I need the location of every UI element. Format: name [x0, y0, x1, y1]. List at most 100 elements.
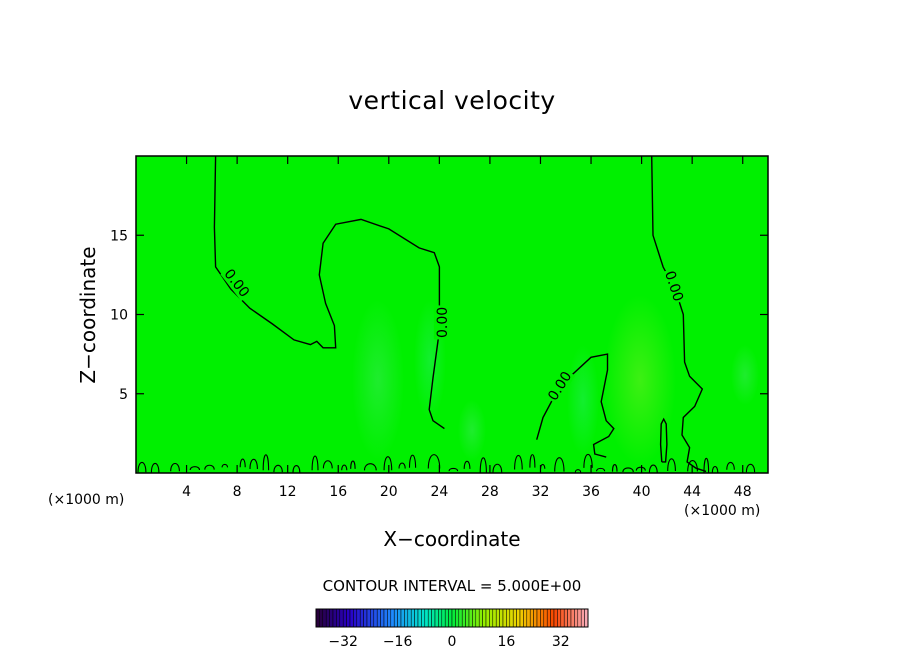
colorbar-swatch	[397, 608, 402, 628]
colorbar-swatch	[495, 608, 500, 628]
turbulence-contour-7	[249, 458, 258, 470]
y-tick-label: 10	[110, 308, 128, 324]
colorbar-swatch	[346, 608, 351, 628]
small-closed-contour-41	[659, 417, 668, 463]
turbulence-contour-29	[583, 453, 593, 468]
x-tick-label: 36	[582, 484, 600, 500]
colorbar-swatch	[329, 608, 334, 628]
x-tick-label: 32	[532, 484, 550, 500]
colorbar-swatch	[478, 608, 483, 628]
turbulence-contour-35	[667, 458, 676, 472]
near-surface-contours	[137, 453, 756, 473]
colorbar-tick-label: −32	[328, 634, 358, 650]
colorbar-swatch	[315, 608, 320, 628]
colorbar-swatch	[546, 608, 551, 628]
x-tick-label: 24	[430, 484, 448, 500]
colorbar-swatch	[383, 608, 388, 628]
colorbar-swatch	[485, 608, 490, 628]
colorbar-swatch	[499, 608, 504, 628]
colorbar-swatch	[332, 608, 337, 628]
turbulence-contour-32	[622, 467, 634, 473]
colorbar-swatch	[475, 608, 480, 628]
turbulence-contour-28	[574, 469, 582, 473]
colorbar-swatch	[523, 608, 528, 628]
field-background	[136, 156, 768, 473]
colorbar-swatch	[407, 608, 412, 628]
turbulence-contour-13	[341, 464, 348, 471]
colorbar-swatch	[529, 608, 534, 628]
turbulence-contour-8	[262, 454, 270, 471]
colorbar-swatch	[356, 608, 361, 628]
turbulence-contour-0	[137, 461, 147, 473]
turbulence-contour-17	[398, 462, 406, 469]
turbulence-contour-33	[635, 466, 646, 471]
turbulence-contour-31	[611, 463, 618, 472]
colorbar-swatch	[434, 608, 439, 628]
colorbar-swatch	[325, 608, 330, 628]
colorbar-swatch	[336, 608, 341, 628]
colorbar-tick-label: −16	[382, 634, 413, 650]
colorbar-tick-label: 16	[497, 634, 516, 650]
turbulence-contour-21	[463, 460, 471, 469]
colorbar-swatch	[400, 608, 405, 628]
turbulence-contour-19	[427, 454, 441, 469]
colorbar-swatch	[516, 608, 521, 628]
colorbar-swatch	[550, 608, 555, 628]
turbulence-contour-20	[448, 467, 459, 472]
x-tick-label: 40	[633, 484, 651, 500]
colorbar-swatch	[353, 608, 358, 628]
colorbar-swatch	[444, 608, 449, 628]
turbulence-contour-23	[492, 463, 503, 473]
colorbar-swatch	[458, 608, 463, 628]
colorbar-swatch	[526, 608, 531, 628]
colorbar-swatch	[387, 608, 392, 628]
turbulence-contour-30	[596, 467, 606, 472]
turbulence-contour-16	[383, 456, 393, 471]
colorbar-swatch	[414, 608, 419, 628]
colorbar-swatch	[404, 608, 409, 628]
x-tick-label: 8	[233, 484, 242, 500]
y-axis-label: Z−coordinate	[76, 246, 100, 384]
colorbar-tick-label: 0	[447, 634, 457, 650]
colorbar-swatch	[393, 608, 398, 628]
colorbar-swatch	[536, 608, 541, 628]
turbulence-contour-6	[239, 458, 246, 468]
colorbar-swatch	[424, 608, 429, 628]
colorbar-swatch	[468, 608, 473, 628]
x-unit-left: (×1000 m)	[48, 492, 125, 508]
colorbar-swatch	[451, 608, 456, 628]
colorbar-swatch	[342, 608, 347, 628]
x-unit-right: (×1000 m)	[684, 503, 761, 519]
turbulence-contour-22	[479, 457, 487, 473]
colorbar-swatch	[427, 608, 432, 628]
x-tick-label: 44	[683, 484, 701, 500]
turbulence-contour-9	[273, 464, 283, 473]
colorbar-swatch	[509, 608, 514, 628]
turbulence-contour-24	[514, 454, 523, 470]
colorbar-swatch	[472, 608, 477, 628]
colorbar-swatch	[448, 608, 453, 628]
x-tick-label: 28	[481, 484, 499, 500]
turbulence-contour-39	[726, 461, 735, 470]
colorbar-swatch	[373, 608, 378, 628]
colorbar-swatch	[438, 608, 443, 628]
colorbar-swatch	[560, 608, 565, 628]
colorbar-swatch	[574, 608, 579, 628]
x-tick-label: 48	[734, 484, 752, 500]
colorbar-swatch	[431, 608, 436, 628]
turbulence-contour-2	[170, 462, 180, 472]
colorbar-swatch	[322, 608, 327, 628]
colorbar-swatch	[349, 608, 354, 628]
colorbar-swatch	[512, 608, 517, 628]
colorbar-tick-label: 32	[551, 634, 570, 650]
turbulence-contour-14	[350, 460, 356, 469]
colorbar-swatch	[570, 608, 575, 628]
colorbar-swatch	[319, 608, 324, 628]
colorbar-swatch	[533, 608, 538, 628]
turbulence-contour-27	[554, 457, 565, 472]
chart-title: vertical velocity	[348, 86, 556, 115]
colorbar-swatch	[363, 608, 368, 628]
turbulence-contour-11	[311, 455, 319, 471]
turbulence-contour-1	[150, 462, 160, 473]
colorbar-swatch	[339, 608, 344, 628]
